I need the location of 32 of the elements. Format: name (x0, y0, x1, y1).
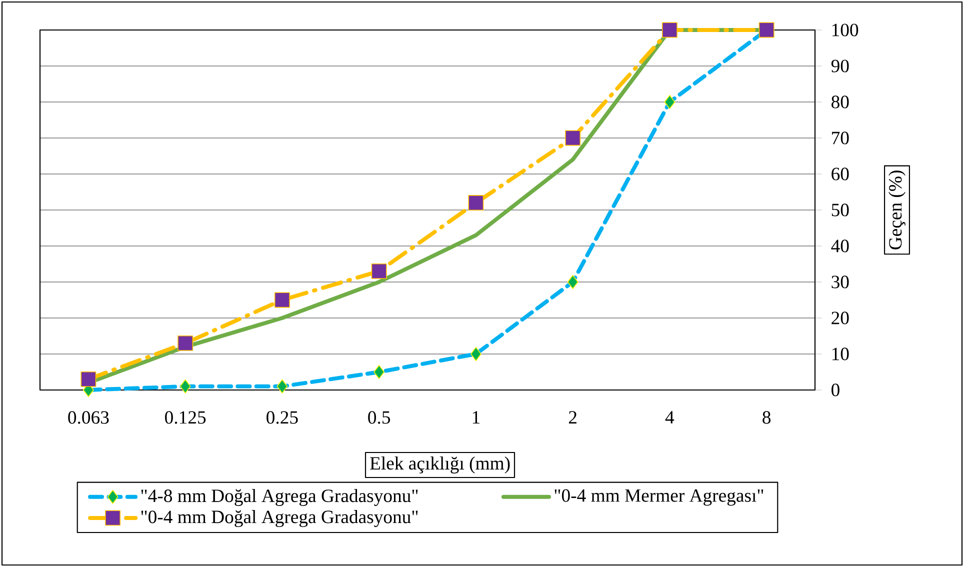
point (565, 130, 581, 146)
legend-label: "0-4 mm Doğal Agrega Gradasyonu" (141, 510, 418, 528)
point (468, 195, 484, 211)
x-tick-label: 1 (472, 411, 480, 424)
point (758, 22, 774, 38)
y-tick-label: 90 (831, 60, 849, 72)
y-tick-label: 80 (832, 96, 849, 108)
y-tick-label: 40 (831, 240, 849, 252)
point (662, 22, 678, 38)
x-tick-label: 0.25 (266, 411, 298, 424)
x-tick-label: 8 (762, 411, 771, 424)
y-tick-label: 50 (832, 204, 849, 216)
y-tick-label: 20 (832, 312, 849, 324)
point (80, 371, 96, 387)
point (178, 335, 194, 351)
y-tick-label: 0 (832, 384, 840, 396)
x-tick-label: 0.5 (368, 411, 390, 424)
legend-label: "4-8 mm Doğal Agrega Gradasyonu" (141, 488, 418, 506)
y-tick-label: 100 (832, 24, 858, 36)
y-tick-label: 30 (832, 276, 849, 288)
y-tick-label: 70 (832, 132, 849, 144)
x-axis-title: Elek açıklığı (mm) (370, 456, 510, 474)
legend-label: "0-4 mm Mermer Agregası" (554, 489, 764, 506)
point (274, 292, 290, 308)
y-axis-title: Geçen (%) (888, 170, 906, 250)
point (371, 263, 387, 279)
x-tick-label: 2 (568, 411, 576, 424)
x-tick-label: 0.125 (165, 411, 206, 424)
y-tick-label: 60 (832, 168, 849, 180)
y-tick-label: 10 (832, 348, 849, 360)
x-tick-label: 4 (665, 411, 674, 424)
x-tick-label: 0.063 (68, 411, 109, 424)
